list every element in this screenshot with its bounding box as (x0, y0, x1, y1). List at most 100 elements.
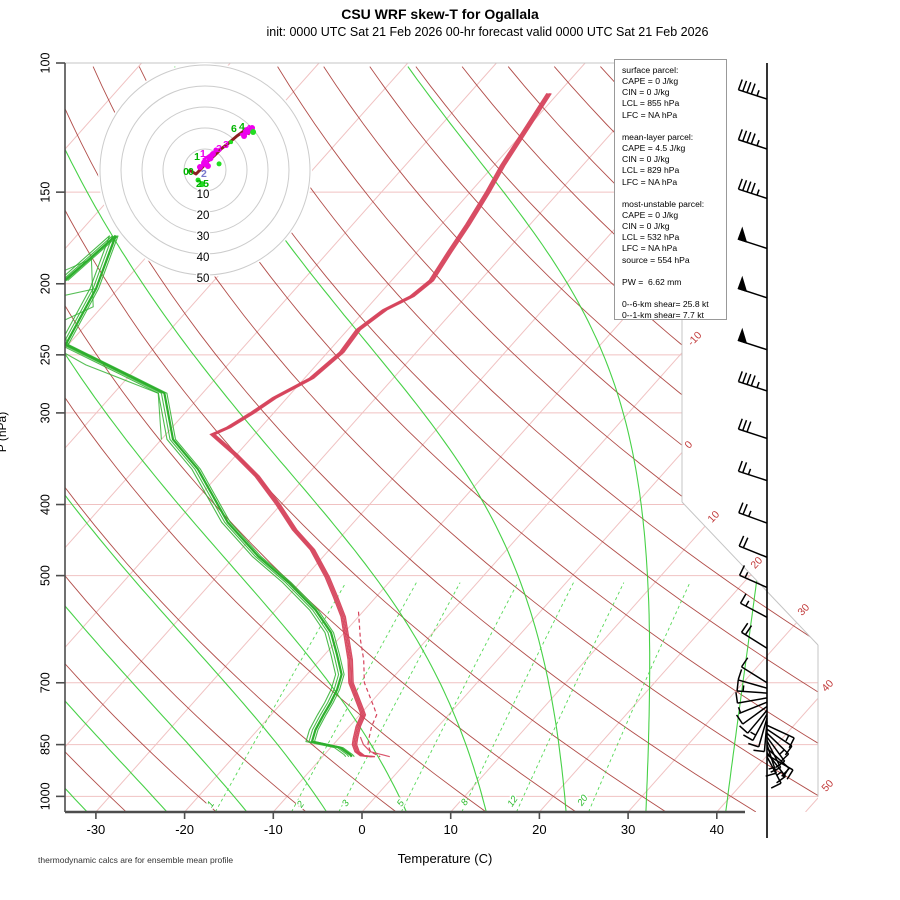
pressure-axis-label: P (hPa) (0, 411, 10, 452)
wind-barb (738, 535, 768, 558)
hodograph-ring (120, 85, 290, 255)
hodograph-green-dot (199, 181, 206, 188)
wind-barb (735, 705, 768, 725)
isotherm-label: -10 (685, 329, 704, 348)
hodograph-ring-label: 10 (197, 189, 210, 201)
hodograph (98, 63, 312, 277)
wind-barb (739, 593, 768, 619)
wind-barb (735, 692, 768, 704)
wind-barb (753, 721, 768, 753)
pressure-tick-label: 150 (38, 182, 52, 203)
wind-barb (737, 460, 768, 482)
dry-adiabat-line (65, 66, 397, 812)
pressure-tick-label: 500 (38, 565, 52, 586)
info-box-line: LFC = NA hPa (622, 109, 678, 120)
wind-barb (737, 418, 768, 440)
hodograph-ring (141, 106, 269, 234)
dewpoint-trace (65, 234, 355, 758)
info-box-line: 0--6-km shear= 25.8 kt (622, 299, 709, 310)
pressure-tick-label: 100 (38, 53, 52, 74)
hodograph-ring (99, 64, 311, 276)
mixing-ratio-line (588, 582, 691, 812)
temperature-tick-label: -30 (87, 822, 106, 837)
info-box-line: CAPE = 4.5 J/kg (622, 143, 686, 154)
isotherm-line (627, 63, 818, 812)
wind-barb (737, 226, 768, 250)
info-box-line: CIN = 0 J/kg (622, 154, 670, 165)
hodograph-ring-label: 20 (197, 210, 210, 222)
mixing-ratio-line (291, 582, 417, 812)
temperature-axis-label: Temperature (C) (397, 851, 493, 866)
axes (56, 62, 745, 819)
wind-barb (738, 565, 768, 589)
temperature-member-line (212, 93, 551, 758)
hodograph-ring-label: 40 (197, 252, 210, 264)
isotherm-label: 50 (819, 777, 836, 794)
dry-adiabat-line (65, 66, 217, 812)
dry-adiabat-line (231, 66, 818, 812)
mixing-ratio-label: 8 (459, 797, 471, 808)
dry-adiabat-line (65, 66, 487, 812)
dry-adiabat-line (323, 66, 818, 812)
wind-barb-column (735, 63, 795, 838)
page-title: CSU WRF skew-T for Ogallala (341, 6, 539, 22)
moist-adiabat-line (65, 66, 487, 812)
mixing-ratio-label: 12 (505, 794, 520, 810)
wind-barb (737, 371, 768, 392)
pressure-tick-label: 700 (38, 672, 52, 693)
hodograph-magenta-dot (241, 132, 248, 139)
page-subtitle: init: 0000 UTC Sat 21 Feb 2026 00-hr for… (266, 25, 709, 39)
moist-adiabat-line (65, 66, 328, 812)
info-box-line: source = 554 hPa (622, 254, 690, 265)
isotherm-line (805, 63, 818, 812)
wind-barb (736, 679, 768, 694)
moist-adiabat-line (65, 66, 88, 812)
wind-barb (737, 669, 768, 689)
hodograph-ring-label: 30 (197, 231, 210, 243)
mixing-ratio-line (338, 582, 461, 812)
info-box-line: surface parcel: (622, 65, 679, 75)
mixing-ratio-line (461, 582, 574, 812)
mixing-ratio-label: 1 (205, 799, 217, 810)
hodograph-green-dot (250, 128, 257, 135)
info-box-line: CIN = 0 J/kg (622, 87, 670, 98)
temperature-tick-label: 10 (443, 822, 457, 837)
moist-adiabat-line (65, 66, 407, 812)
hodograph-ring-label: 50 (197, 273, 210, 285)
pressure-tick-label: 200 (38, 273, 52, 294)
temperature-tick-label: 30 (621, 822, 635, 837)
wind-barb (743, 713, 768, 742)
temperature-member-line (213, 93, 552, 758)
info-box-line: most-unstable parcel: (622, 198, 705, 209)
footer-note: thermodynamic calcs are for ensemble mea… (38, 855, 234, 865)
hodograph-km-label: 1 (200, 148, 206, 160)
temperature-member-line (210, 93, 549, 758)
wind-barb (739, 709, 768, 734)
wind-barb (766, 756, 782, 789)
isotherm-line (539, 63, 818, 812)
info-box-line: LCL = 855 hPa (622, 98, 680, 109)
temperature-tick-label: 40 (710, 822, 724, 837)
hodograph-magenta-dot (213, 147, 219, 153)
wind-barb (748, 717, 768, 748)
temperature-tick-label: 0 (358, 822, 365, 837)
pressure-tick-label: 400 (38, 494, 52, 515)
hodograph-green-dot (195, 177, 201, 183)
parcel-info-box: surface parcel: CAPE = 0 J/kg CIN = 0 J/kg… (614, 59, 727, 320)
info-box-line (622, 121, 726, 132)
hodograph-magenta-dot (204, 163, 211, 170)
moist-adiabat-line (407, 66, 651, 812)
hodograph-ring (183, 148, 227, 192)
hodograph-km-label: 3 (216, 143, 222, 155)
isotherm-line (65, 63, 497, 812)
hodograph-green-dot (229, 140, 234, 145)
isotherm-line (65, 63, 675, 812)
temperature-tick-label: -20 (175, 822, 194, 837)
hodograph-magenta-dot (196, 164, 203, 171)
info-box-line (622, 266, 726, 277)
dry-adiabat-line (65, 66, 667, 812)
wind-barb (737, 79, 768, 100)
dewpoint-member-line (67, 235, 355, 758)
